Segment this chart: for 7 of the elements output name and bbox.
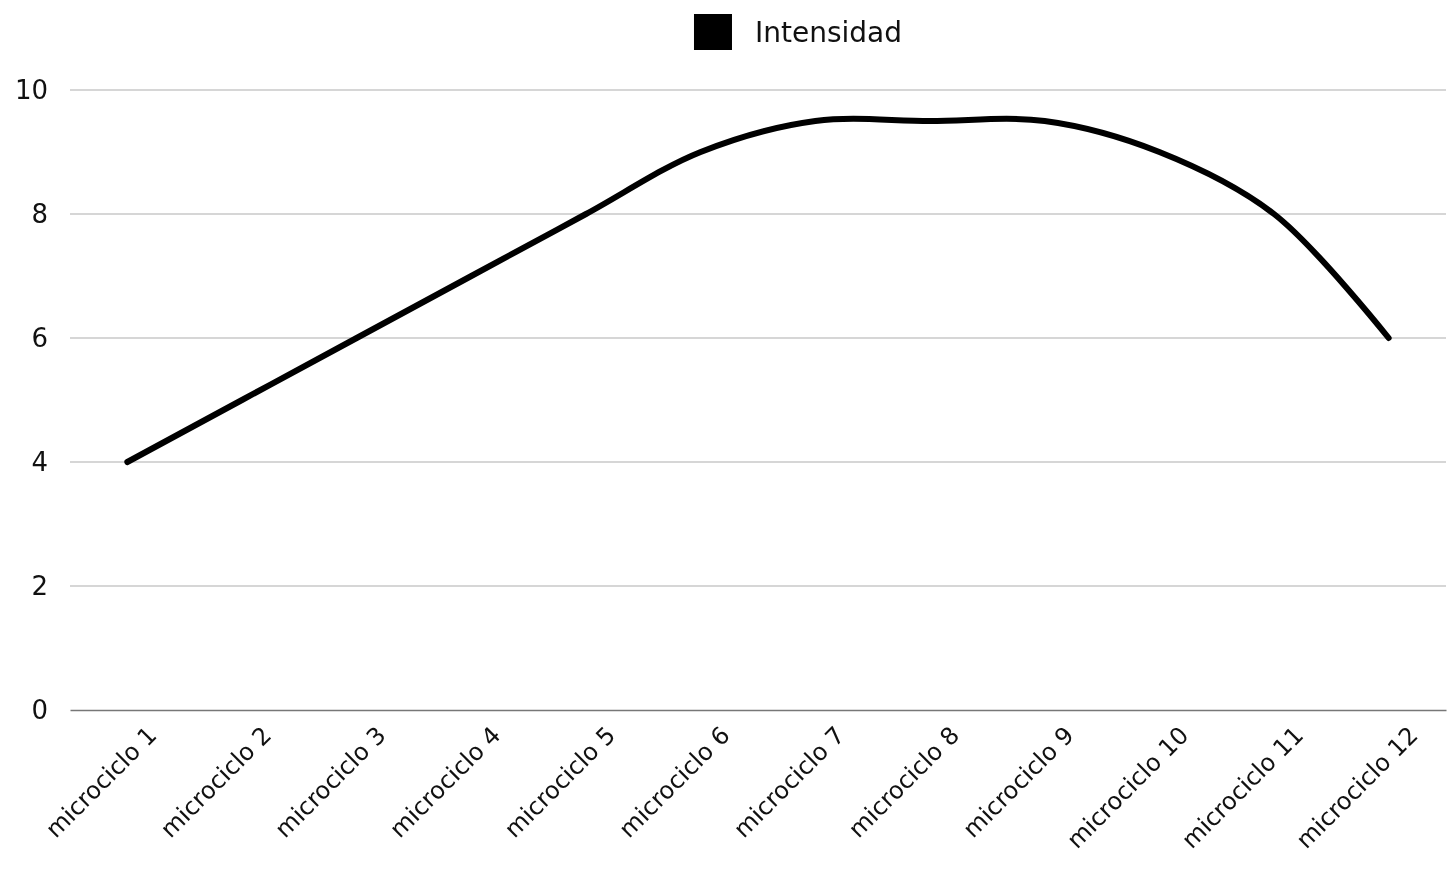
y-tick-label: 2 — [31, 570, 48, 601]
y-tick-label: 10 — [14, 74, 48, 105]
y-tick-label: 8 — [31, 198, 48, 229]
y-tick-label: 6 — [31, 322, 48, 353]
y-tick-label: 4 — [31, 446, 48, 477]
y-tick-label: 0 — [31, 694, 48, 725]
legend-label: Intensidad — [754, 15, 903, 49]
